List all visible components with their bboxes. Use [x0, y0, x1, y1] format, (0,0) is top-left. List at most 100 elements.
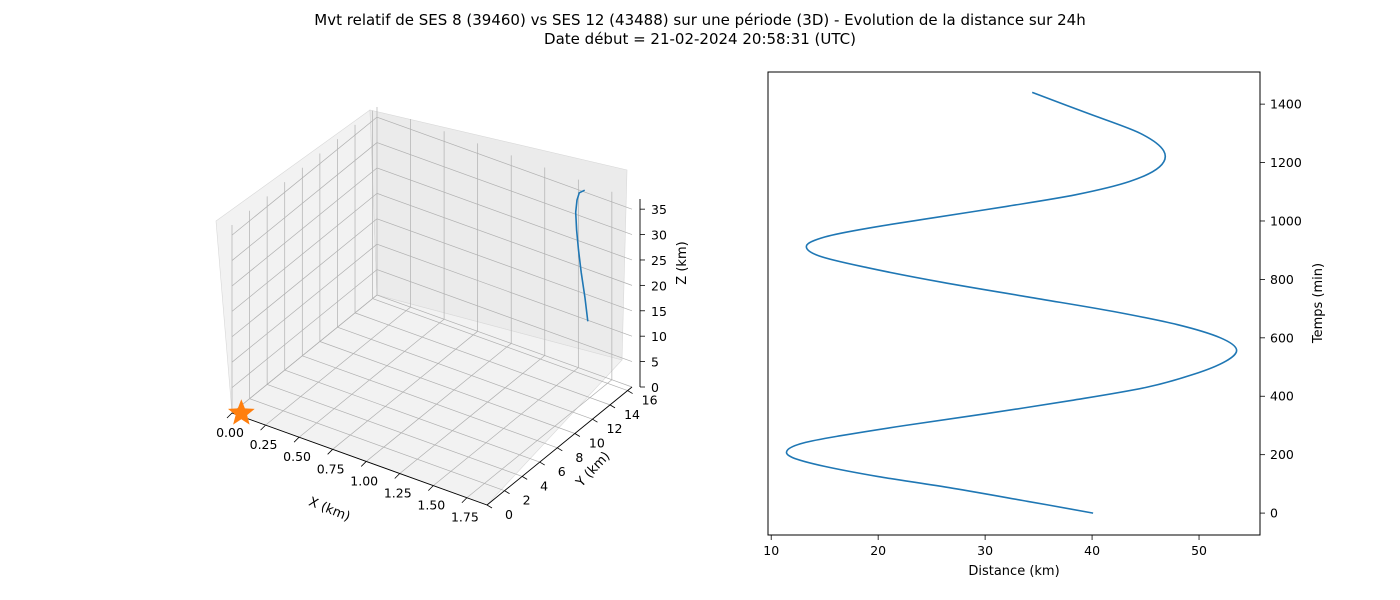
y-tick-label: 600 [1270, 330, 1294, 345]
grid-floor-x [298, 318, 445, 438]
x-tick-mark-3d [394, 473, 401, 479]
y-tick-mark-3d [574, 433, 581, 437]
x-tick-label-3d: 1.75 [451, 510, 479, 525]
x-tick-label-3d: 0.25 [250, 437, 278, 452]
x-tick-mark-3d [428, 485, 434, 491]
y-tick-label: 1000 [1270, 213, 1302, 228]
z-tick-label-3d: 25 [651, 253, 667, 268]
grid-wall-left-z [231, 116, 378, 236]
y-tick-label-3d: 8 [575, 450, 583, 465]
ticks-3d: 0.000.250.500.751.001.251.501.75 02468101… [216, 202, 667, 525]
z-tick-label-3d: 15 [651, 304, 667, 319]
series-distance-line [785, 91, 1238, 514]
grid-wall-right-z [376, 269, 633, 362]
grid-wall-right-z [376, 116, 633, 210]
x-tick-label-3d: 1.00 [350, 473, 378, 488]
z-tick-label-3d: 5 [651, 355, 659, 370]
grid-wall-right-z [376, 294, 633, 388]
y-tick-mark-3d [557, 447, 563, 452]
y-tick-label-3d: 6 [558, 464, 566, 479]
y-tick-label: 1400 [1270, 97, 1302, 112]
x-tick-mark-3d [260, 424, 266, 431]
x-tick-label-3d: 1.50 [417, 498, 445, 513]
y-tick-label: 0 [1270, 506, 1278, 521]
grid-floor-y [372, 298, 628, 391]
grid-floor-y [284, 369, 540, 463]
grid-floor-x [399, 355, 545, 474]
x-tick-mark-3d [360, 461, 367, 467]
x-tick-mark-3d [293, 436, 300, 443]
series-3d-line [574, 189, 589, 322]
grid-floor-y [302, 355, 558, 449]
chart-distance: 10 20 30 40 50 0 200 400 600 800 1000 1200 1400 Dis… [763, 71, 1326, 579]
axes-3d [231, 199, 641, 506]
x-tick-label: 40 [1084, 543, 1100, 558]
z-axis-label-3d: Z (km) [675, 241, 690, 284]
y-tick-mark-3d [609, 404, 616, 409]
y-tick-mark-3d [539, 461, 545, 466]
grid-wall-right-z [376, 218, 633, 312]
x-axis-label-3d: X (km) [306, 495, 352, 525]
x-tick-label: 50 [1191, 543, 1207, 558]
x-tick-label: 20 [870, 543, 886, 558]
x-tick-label-3d: 0.75 [317, 461, 345, 476]
y-tick-label: 400 [1270, 389, 1294, 404]
x-tick-mark-3d [327, 449, 333, 455]
chart-title: Mvt relatif de SES 8 (39460) vs SES 12 (… [314, 11, 1085, 29]
x-tick-label-3d: 1.25 [384, 486, 412, 501]
z-tick-label-3d: 35 [651, 202, 667, 217]
grid-floor-y [337, 326, 593, 420]
chart-subtitle: Date début = 21-02-2024 20:58:31 (UTC) [544, 30, 856, 48]
grid-wall-right-z [376, 142, 633, 235]
axis-panes [215, 109, 628, 506]
origin-star-marker [228, 399, 255, 425]
grid-wall-left-z [231, 243, 378, 363]
x-tick-label-3d: 0.00 [216, 425, 244, 440]
y-tick-label: 1200 [1270, 155, 1302, 170]
y-tick-mark-3d [592, 418, 598, 423]
y-axis-line-3d [486, 386, 633, 506]
y-axis-label: Temps (min) [1311, 263, 1326, 344]
x-tick-label: 10 [763, 543, 779, 558]
grid-wall-right-z [376, 167, 633, 261]
chart-3d: 0.000.250.500.751.001.251.501.75 02468101… [215, 107, 690, 525]
x-axis-label: Distance (km) [968, 564, 1059, 579]
y-tick-label-3d: 0 [505, 507, 513, 522]
grid-wall-left-z [231, 142, 378, 261]
z-tick-label-3d: 0 [651, 380, 659, 395]
y-tick-label-3d: 16 [642, 393, 658, 408]
grid-wall-right-z [376, 243, 633, 337]
grid-floor-y [267, 384, 523, 477]
grid-wall-left-z [231, 167, 378, 287]
y-tick-mark-3d [486, 504, 493, 509]
x-ticks: 10 20 30 40 50 [763, 535, 1207, 558]
y-tick-label-3d: 10 [589, 435, 605, 450]
z-tick-label-3d: 20 [651, 278, 667, 293]
grid-wall-left-z [231, 218, 378, 338]
grid-wall-left-z [231, 269, 378, 388]
y-ticks: 0 200 400 600 800 1000 1200 1400 [1260, 97, 1302, 521]
grid-floor-x [365, 343, 512, 462]
y-tick-label-3d: 12 [607, 421, 623, 436]
z-tick-label-3d: 30 [651, 228, 667, 243]
grid-wall-right-z [376, 193, 633, 286]
grid-floor-x [433, 367, 579, 486]
x-tick-mark-3d [461, 497, 468, 504]
grid-floor-y [249, 398, 505, 492]
grid-floor-y [319, 341, 575, 434]
x-tick-label: 30 [977, 543, 993, 558]
y-tick-label-3d: 2 [523, 493, 531, 508]
z-tick-label-3d: 10 [651, 329, 667, 344]
grid-floor-y [354, 312, 611, 406]
y-tick-label: 200 [1270, 447, 1294, 462]
grid-floor-x [466, 379, 613, 499]
y-tick-mark-3d [627, 390, 633, 394]
grid-floor-x [265, 306, 411, 426]
y-tick-label-3d: 14 [624, 407, 640, 422]
grid-3d [231, 107, 633, 506]
y-tick-mark-3d [504, 490, 510, 495]
y-tick-label-3d: 4 [540, 478, 548, 493]
grid-wall-left-z [231, 294, 378, 414]
y-tick-label: 800 [1270, 272, 1294, 287]
